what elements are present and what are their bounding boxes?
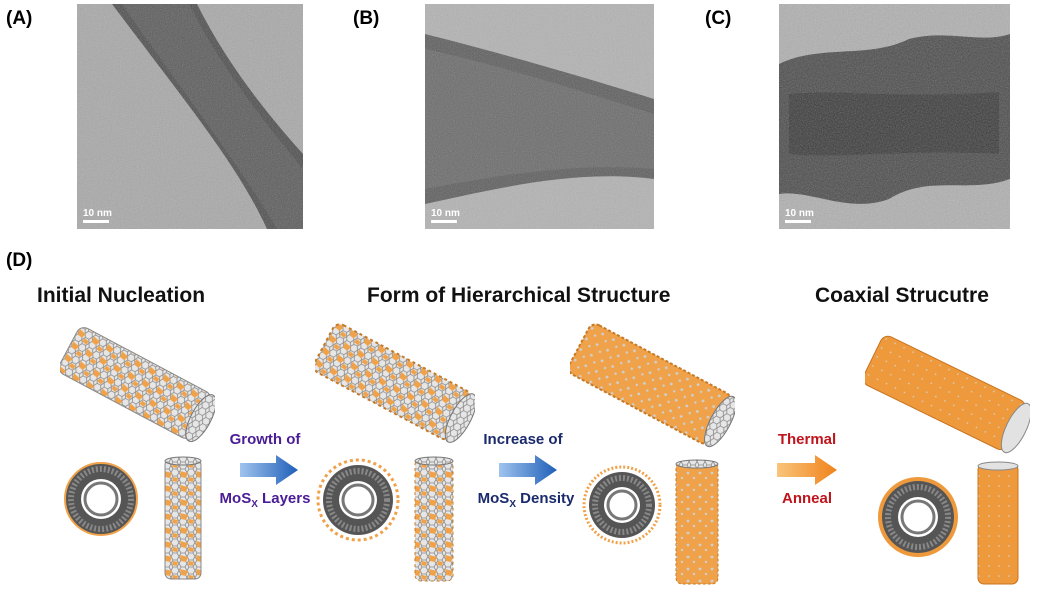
cnt-vertical-initial bbox=[164, 456, 202, 580]
stage-title-hierarchical: Form of Hierarchical Structure bbox=[367, 284, 671, 307]
arrow2-top-label: Increase of bbox=[483, 431, 563, 448]
cnt-cross-section-coaxial bbox=[878, 477, 958, 557]
cnt-side-view-initial bbox=[60, 327, 215, 443]
scale-bar-b: 10 nm bbox=[431, 208, 460, 223]
scale-bar-a: 10 nm bbox=[83, 208, 112, 223]
scale-bar-c: 10 nm bbox=[785, 208, 814, 223]
anneal-arrow-icon bbox=[777, 455, 837, 485]
tem-image-c: 10 nm bbox=[779, 4, 1010, 229]
scale-label-b: 10 nm bbox=[431, 208, 460, 219]
scale-label-a: 10 nm bbox=[83, 208, 112, 219]
scale-label-c: 10 nm bbox=[785, 208, 814, 219]
cnt-cross-section-dense bbox=[582, 465, 662, 545]
panel-label-c: (C) bbox=[705, 8, 732, 29]
arrow3-bottom-label: Anneal bbox=[781, 490, 832, 507]
panel-label-a: (A) bbox=[6, 8, 33, 29]
cnt-vertical-hierarchical bbox=[414, 456, 454, 582]
stage-title-coaxial: Coaxial Strucutre bbox=[815, 284, 989, 307]
arrow1-bottom-label: MoSX Layers bbox=[219, 490, 311, 510]
arrow2-bottom-label: MoSX Density bbox=[477, 490, 575, 510]
arrow1-top-label: Growth of bbox=[229, 431, 301, 448]
cnt-cross-section-initial bbox=[64, 462, 138, 536]
panel-label-d: (D) bbox=[6, 250, 33, 271]
cnt-vertical-dense bbox=[675, 459, 719, 585]
cnt-side-view-hierarchical bbox=[315, 323, 475, 443]
tem-image-b: 10 nm bbox=[425, 4, 654, 229]
tem-image-a: 10 nm bbox=[77, 4, 303, 229]
growth-arrow-icon bbox=[240, 455, 298, 485]
stage-title-initial: Initial Nucleation bbox=[37, 284, 206, 307]
arrow3-top-label: Thermal bbox=[777, 431, 837, 448]
cnt-vertical-coaxial bbox=[977, 461, 1019, 585]
panel-label-b: (B) bbox=[353, 8, 380, 29]
cnt-cross-section-hierarchical bbox=[316, 458, 400, 542]
cnt-side-view-dense bbox=[570, 323, 735, 448]
density-arrow-icon bbox=[499, 455, 557, 485]
cnt-side-view-coaxial bbox=[865, 335, 1030, 454]
